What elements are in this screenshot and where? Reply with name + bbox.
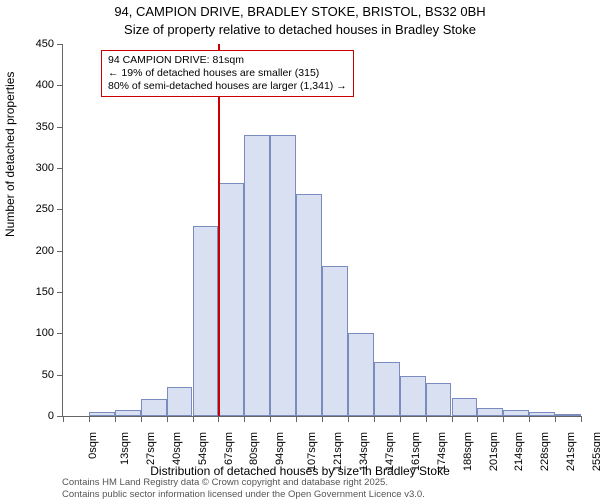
histogram-bar — [89, 412, 115, 416]
y-tick-label: 300 — [36, 162, 54, 174]
y-tick — [57, 375, 63, 376]
annotation-line: 94 CAMPION DRIVE: 81sqm — [108, 54, 347, 67]
x-tick-label: 54sqm — [197, 432, 209, 465]
plot-area: 94 CAMPION DRIVE: 81sqm← 19% of detached… — [62, 44, 581, 417]
y-tick-label: 200 — [36, 245, 54, 257]
histogram-bar — [426, 383, 452, 416]
y-tick-label: 100 — [36, 327, 54, 339]
x-tick — [426, 416, 427, 422]
x-tick-label: 13sqm — [119, 432, 131, 465]
property-marker-line — [218, 44, 220, 416]
x-tick-label: 80sqm — [248, 432, 260, 465]
y-axis-title: Number of detached properties — [3, 72, 17, 237]
y-tick — [57, 292, 63, 293]
x-tick — [400, 416, 401, 422]
x-tick — [89, 416, 90, 422]
annotation-box: 94 CAMPION DRIVE: 81sqm← 19% of detached… — [101, 50, 354, 97]
y-tick — [57, 333, 63, 334]
histogram-bar — [529, 412, 555, 416]
x-tick-label: 0sqm — [87, 432, 99, 459]
y-tick — [57, 251, 63, 252]
annotation-line: 80% of semi-detached houses are larger (… — [108, 80, 347, 93]
histogram-bar — [296, 194, 322, 416]
x-tick — [193, 416, 194, 422]
chart-container: 94, CAMPION DRIVE, BRADLEY STOKE, BRISTO… — [0, 0, 600, 500]
y-tick-label: 50 — [42, 369, 54, 381]
histogram-bar — [452, 398, 478, 416]
x-tick — [322, 416, 323, 422]
histogram-bar — [167, 387, 193, 416]
y-tick — [57, 127, 63, 128]
y-tick — [57, 168, 63, 169]
y-tick-label: 250 — [36, 203, 54, 215]
annotation-line: ← 19% of detached houses are smaller (31… — [108, 67, 347, 80]
x-tick — [244, 416, 245, 422]
y-tick — [57, 209, 63, 210]
x-tick — [270, 416, 271, 422]
footer-line-2: Contains public sector information licen… — [62, 489, 425, 500]
x-tick — [581, 416, 582, 422]
y-tick-label: 150 — [36, 286, 54, 298]
x-tick — [555, 416, 556, 422]
x-tick — [141, 416, 142, 422]
histogram-bar — [555, 414, 581, 416]
y-tick-label: 0 — [48, 410, 54, 422]
histogram-bar — [348, 333, 374, 416]
title-line-2: Size of property relative to detached ho… — [0, 22, 600, 37]
x-tick-label: 67sqm — [223, 432, 235, 465]
x-tick — [115, 416, 116, 422]
x-tick — [529, 416, 530, 422]
x-tick — [167, 416, 168, 422]
histogram-bar — [503, 410, 529, 416]
x-tick-label: 94sqm — [274, 432, 286, 465]
x-tick — [218, 416, 219, 422]
histogram-bar — [322, 266, 348, 416]
y-tick — [57, 44, 63, 45]
x-tick — [348, 416, 349, 422]
histogram-bar — [141, 399, 167, 416]
histogram-bar — [400, 376, 426, 416]
x-tick-label: 27sqm — [145, 432, 157, 465]
histogram-bar — [193, 226, 219, 416]
y-tick-label: 350 — [36, 121, 54, 133]
title-line-1: 94, CAMPION DRIVE, BRADLEY STOKE, BRISTO… — [0, 4, 600, 19]
x-tick — [63, 416, 64, 422]
histogram-bar — [477, 408, 503, 416]
x-tick — [296, 416, 297, 422]
x-axis-title: Distribution of detached houses by size … — [0, 464, 600, 478]
footer-note: Contains HM Land Registry data © Crown c… — [62, 477, 425, 500]
histogram-bar — [218, 183, 244, 416]
x-tick — [374, 416, 375, 422]
histogram-bar — [244, 135, 270, 416]
histogram-bar — [270, 135, 296, 416]
footer-line-1: Contains HM Land Registry data © Crown c… — [62, 477, 425, 488]
x-tick — [452, 416, 453, 422]
y-tick — [57, 85, 63, 86]
histogram-bar — [115, 410, 141, 416]
x-tick — [477, 416, 478, 422]
x-tick — [503, 416, 504, 422]
y-tick-label: 450 — [36, 38, 54, 50]
x-tick-label: 40sqm — [171, 432, 183, 465]
histogram-bar — [374, 362, 400, 416]
y-tick-label: 400 — [36, 79, 54, 91]
